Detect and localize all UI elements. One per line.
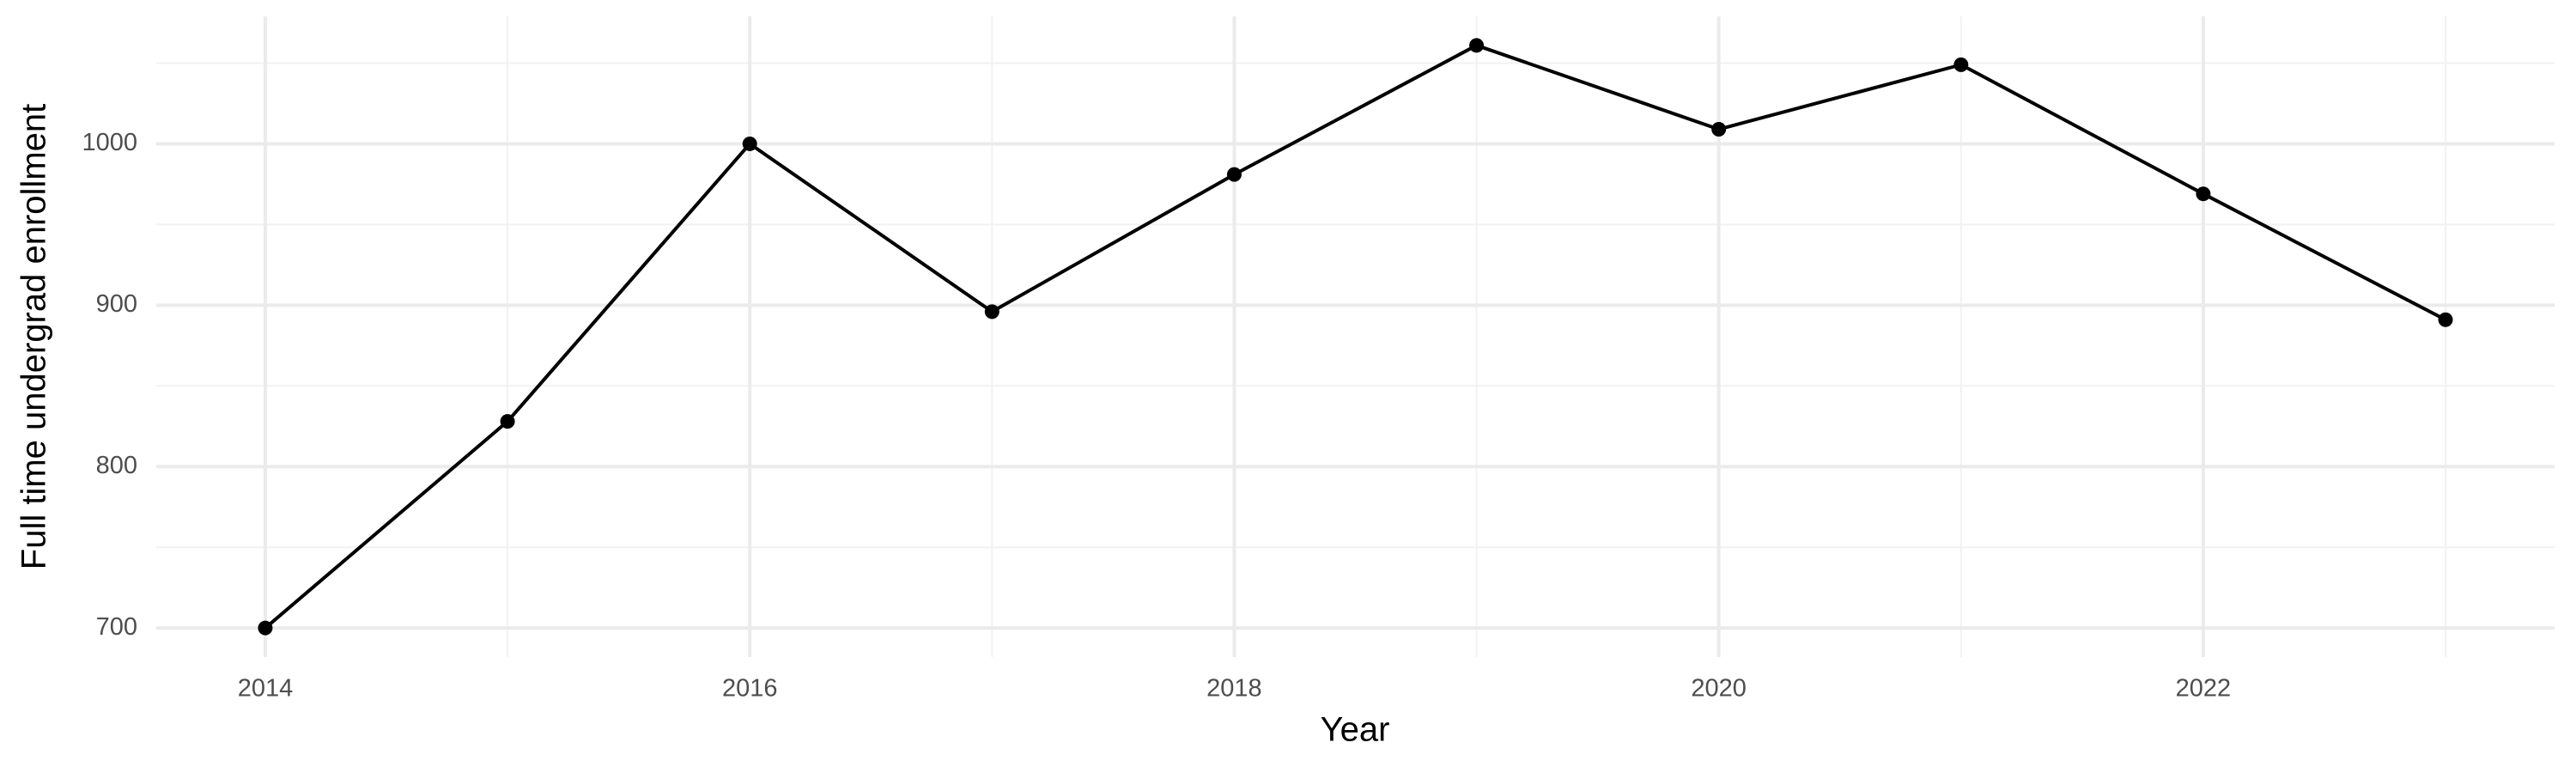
point xyxy=(742,136,757,151)
point xyxy=(2196,186,2211,202)
point xyxy=(258,620,273,636)
x-tick-label: 2018 xyxy=(1206,675,1262,703)
y-tick-label: 800 xyxy=(96,452,137,479)
y-tick-label: 900 xyxy=(96,290,137,318)
y-tick-label: 700 xyxy=(96,613,137,641)
x-tick-label: 2020 xyxy=(1691,675,1747,703)
x-tick-label: 2022 xyxy=(2176,675,2232,703)
x-tick-label: 2016 xyxy=(722,675,778,703)
point xyxy=(1469,38,1485,53)
x-axis-title: Year xyxy=(1321,711,1390,749)
line xyxy=(264,43,2446,630)
x-tick-label: 2014 xyxy=(238,675,294,703)
point xyxy=(984,304,999,320)
point xyxy=(500,414,515,429)
y-tick-label: 1000 xyxy=(82,129,137,156)
point xyxy=(2438,312,2453,327)
point xyxy=(1953,57,1969,72)
point xyxy=(1226,167,1242,182)
point xyxy=(1711,122,1727,137)
y-axis-title: Full time undergrad enrollment xyxy=(15,104,53,569)
